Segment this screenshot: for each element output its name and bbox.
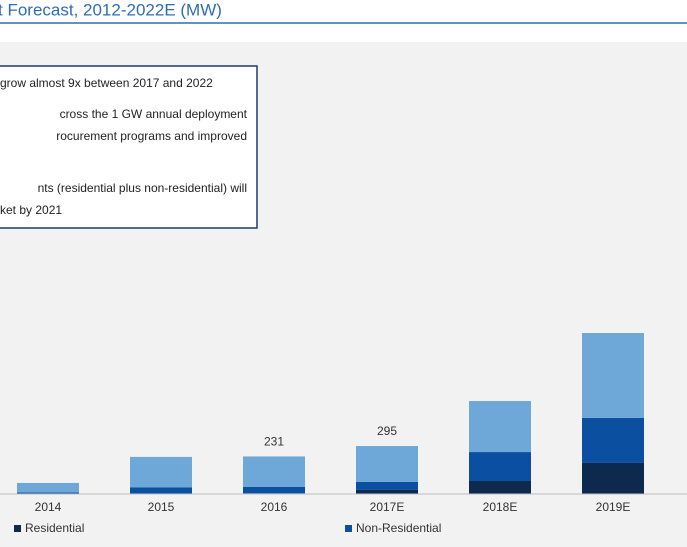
bar-segment xyxy=(582,333,644,418)
total-label: 231 xyxy=(264,435,284,449)
annotation: grow almost 9x between 2017 and 2022 xyxy=(0,76,213,90)
bar-segment xyxy=(17,482,79,493)
annotation: ket by 2021 xyxy=(0,203,62,217)
bar-segment xyxy=(356,481,418,490)
chart-title: t Forecast, 2012-2022E (MW) xyxy=(0,0,222,19)
bar-segment xyxy=(243,487,305,494)
legend-swatch xyxy=(14,525,21,532)
bar-segment xyxy=(469,400,531,453)
legend-swatch xyxy=(345,525,352,532)
x-tick-label: 2018E xyxy=(483,500,518,514)
legend-label: Non-Residential xyxy=(356,521,441,535)
legend-label: Residential xyxy=(25,521,84,535)
x-tick-label: 2015 xyxy=(148,500,175,514)
bar-segment xyxy=(582,462,644,494)
bar-segment xyxy=(356,446,418,482)
bar-segment xyxy=(243,456,305,488)
x-tick-label: 2016 xyxy=(261,500,288,514)
bar-segment xyxy=(130,456,192,488)
bar-segment xyxy=(356,489,418,494)
x-tick-label: 2019E xyxy=(596,500,631,514)
bar-segment xyxy=(582,417,644,463)
bar-segment xyxy=(469,452,531,481)
bar-segment xyxy=(130,487,192,494)
total-label: 295 xyxy=(377,424,397,438)
annotation: cross the 1 GW annual deployment xyxy=(60,107,248,121)
x-tick-label: 2014 xyxy=(35,500,62,514)
annotation-box xyxy=(0,65,258,229)
bar-segment xyxy=(469,480,531,494)
x-tick-label: 2017E xyxy=(370,500,405,514)
annotation: nts (residential plus non-residential) w… xyxy=(38,181,247,195)
bar-segment xyxy=(17,492,79,494)
annotation: rocurement programs and improved xyxy=(56,129,247,143)
